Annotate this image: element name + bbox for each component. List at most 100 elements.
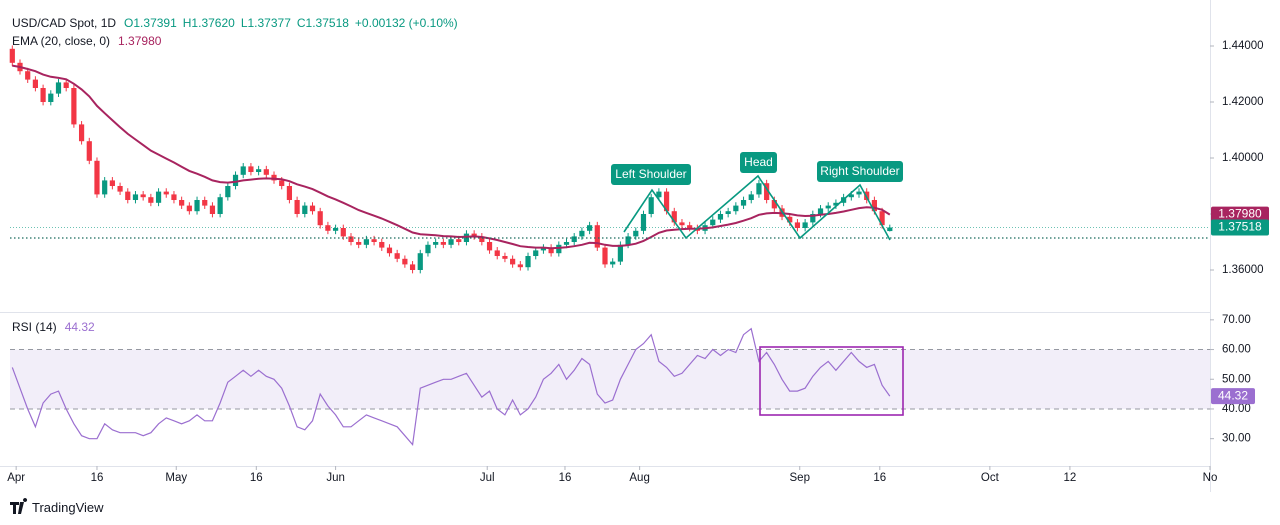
- candle-body: [171, 194, 177, 201]
- annotation-box: [740, 152, 777, 173]
- ema-line: [12, 64, 891, 250]
- candle-body: [240, 166, 246, 175]
- x-tick-label: Sep: [790, 472, 810, 484]
- candle-body: [563, 242, 570, 245]
- candle-body: [486, 242, 493, 251]
- x-tick-label: 16: [250, 472, 263, 484]
- candle-body: [248, 166, 254, 173]
- ema-price-tag-label: 1.37980: [1218, 207, 1262, 221]
- x-tick-label: 12: [1064, 472, 1077, 484]
- candle-body: [71, 88, 77, 125]
- candle-body: [294, 200, 300, 215]
- candle-body: [871, 200, 878, 212]
- candle-body: [332, 228, 339, 231]
- ema-value: 1.37980: [118, 34, 162, 48]
- candle-body: [394, 253, 400, 259]
- annotation-label: Left Shoulder: [615, 167, 686, 181]
- candle-body: [533, 250, 539, 257]
- x-tick-label: Apr: [7, 472, 25, 484]
- candle-body: [656, 191, 662, 198]
- rsi-y-tick-label: 70.00: [1222, 314, 1251, 326]
- rsi-y-tick-label: 50.00: [1222, 373, 1251, 385]
- candle-body: [517, 264, 523, 268]
- ema-price-tag: [1211, 206, 1269, 223]
- candle-body: [556, 244, 562, 254]
- candle-body: [202, 200, 208, 206]
- annotation-label: Head: [744, 155, 773, 169]
- rsi-name: RSI (14): [12, 320, 57, 334]
- y-tick-label: 1.36000: [1222, 264, 1264, 276]
- candle-body: [25, 71, 31, 80]
- candle-body: [717, 214, 724, 220]
- candle-body: [833, 202, 839, 206]
- candle-body: [602, 247, 608, 265]
- candle-body: [433, 242, 439, 245]
- rsi-value: 44.32: [65, 320, 95, 334]
- candle-body: [125, 191, 131, 201]
- candle-body: [687, 225, 693, 229]
- candle-body: [540, 247, 547, 251]
- candle-body: [825, 205, 831, 209]
- x-tick-label: Oct: [981, 472, 1000, 484]
- candle-body: [417, 253, 423, 271]
- candle-body: [78, 124, 85, 142]
- ohlc-change: +0.00132 (+0.10%): [355, 16, 458, 30]
- candle-body: [155, 191, 162, 203]
- candle-body: [386, 247, 393, 254]
- candle-body: [356, 242, 362, 245]
- candle-body: [63, 82, 69, 89]
- candle-body: [525, 256, 531, 268]
- rsi-pane: [10, 327, 1210, 446]
- ohlc-low: L1.37377: [241, 16, 291, 30]
- candle-body: [302, 205, 308, 215]
- y-tick-label: 1.40000: [1222, 152, 1264, 164]
- candle-body: [671, 211, 677, 223]
- candle-body: [317, 211, 323, 226]
- candle-body: [194, 200, 200, 212]
- candle-body: [179, 200, 185, 206]
- candle-body: [256, 169, 262, 173]
- last-price-tag: [1211, 219, 1269, 236]
- candle-body: [102, 180, 108, 195]
- annotation-box: [611, 164, 691, 185]
- y-tick-label: 1.44000: [1222, 40, 1264, 52]
- x-tick-label: Aug: [629, 472, 649, 484]
- candle-body: [440, 242, 446, 245]
- candle-body: [9, 48, 15, 63]
- candle-body: [633, 230, 639, 237]
- rsi-highlight-box: [759, 346, 904, 416]
- candle-body: [856, 191, 862, 195]
- candle-body: [32, 79, 39, 89]
- candle-body: [340, 228, 346, 237]
- candle-body: [263, 169, 269, 175]
- candle-body: [640, 214, 647, 231]
- pattern-lines: [623, 174, 891, 241]
- candle-body: [217, 197, 223, 215]
- candle-body: [279, 180, 285, 187]
- candle-body: [494, 250, 500, 257]
- x-tick-label: No: [1203, 472, 1218, 484]
- candle-body: [725, 211, 731, 215]
- ema-legend: EMA (20, close, 0) 1.37980: [12, 34, 162, 48]
- candle-body: [617, 244, 623, 262]
- candle-body: [771, 200, 777, 209]
- candle-body: [363, 239, 369, 245]
- ohlc-close: C1.37518: [297, 16, 349, 30]
- candle-body: [756, 183, 762, 195]
- candle-body: [887, 227, 893, 232]
- candle-body: [209, 205, 216, 215]
- candle-body: [225, 186, 231, 198]
- brand-name: TradingView: [32, 500, 104, 515]
- y-tick-label: 1.42000: [1222, 96, 1264, 108]
- candle-body: [710, 219, 716, 226]
- candle-body: [140, 194, 146, 198]
- candle-body: [764, 183, 770, 201]
- candle-body: [86, 141, 92, 161]
- candle-body: [48, 93, 54, 103]
- x-tick-label: 16: [559, 472, 572, 484]
- candle-body: [132, 194, 139, 201]
- annotation-label: Right Shoulder: [820, 164, 899, 178]
- candle-body: [740, 200, 747, 206]
- candle-body: [371, 239, 377, 243]
- legend-header: USD/CAD Spot, 1D O1.37391 H1.37620 L1.37377…: [12, 16, 458, 30]
